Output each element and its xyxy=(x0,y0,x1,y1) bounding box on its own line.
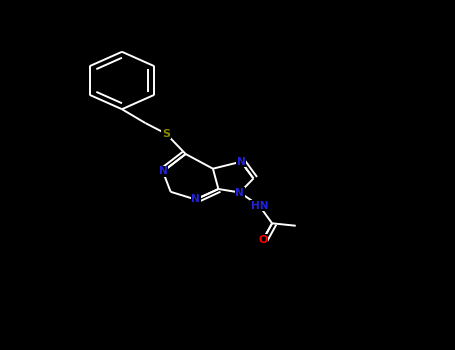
Text: N: N xyxy=(158,167,167,176)
Text: HN: HN xyxy=(251,201,268,211)
Text: O: O xyxy=(258,235,268,245)
Text: N: N xyxy=(237,157,246,167)
Text: N: N xyxy=(235,188,244,197)
Text: S: S xyxy=(162,129,170,139)
Text: N: N xyxy=(191,195,200,204)
